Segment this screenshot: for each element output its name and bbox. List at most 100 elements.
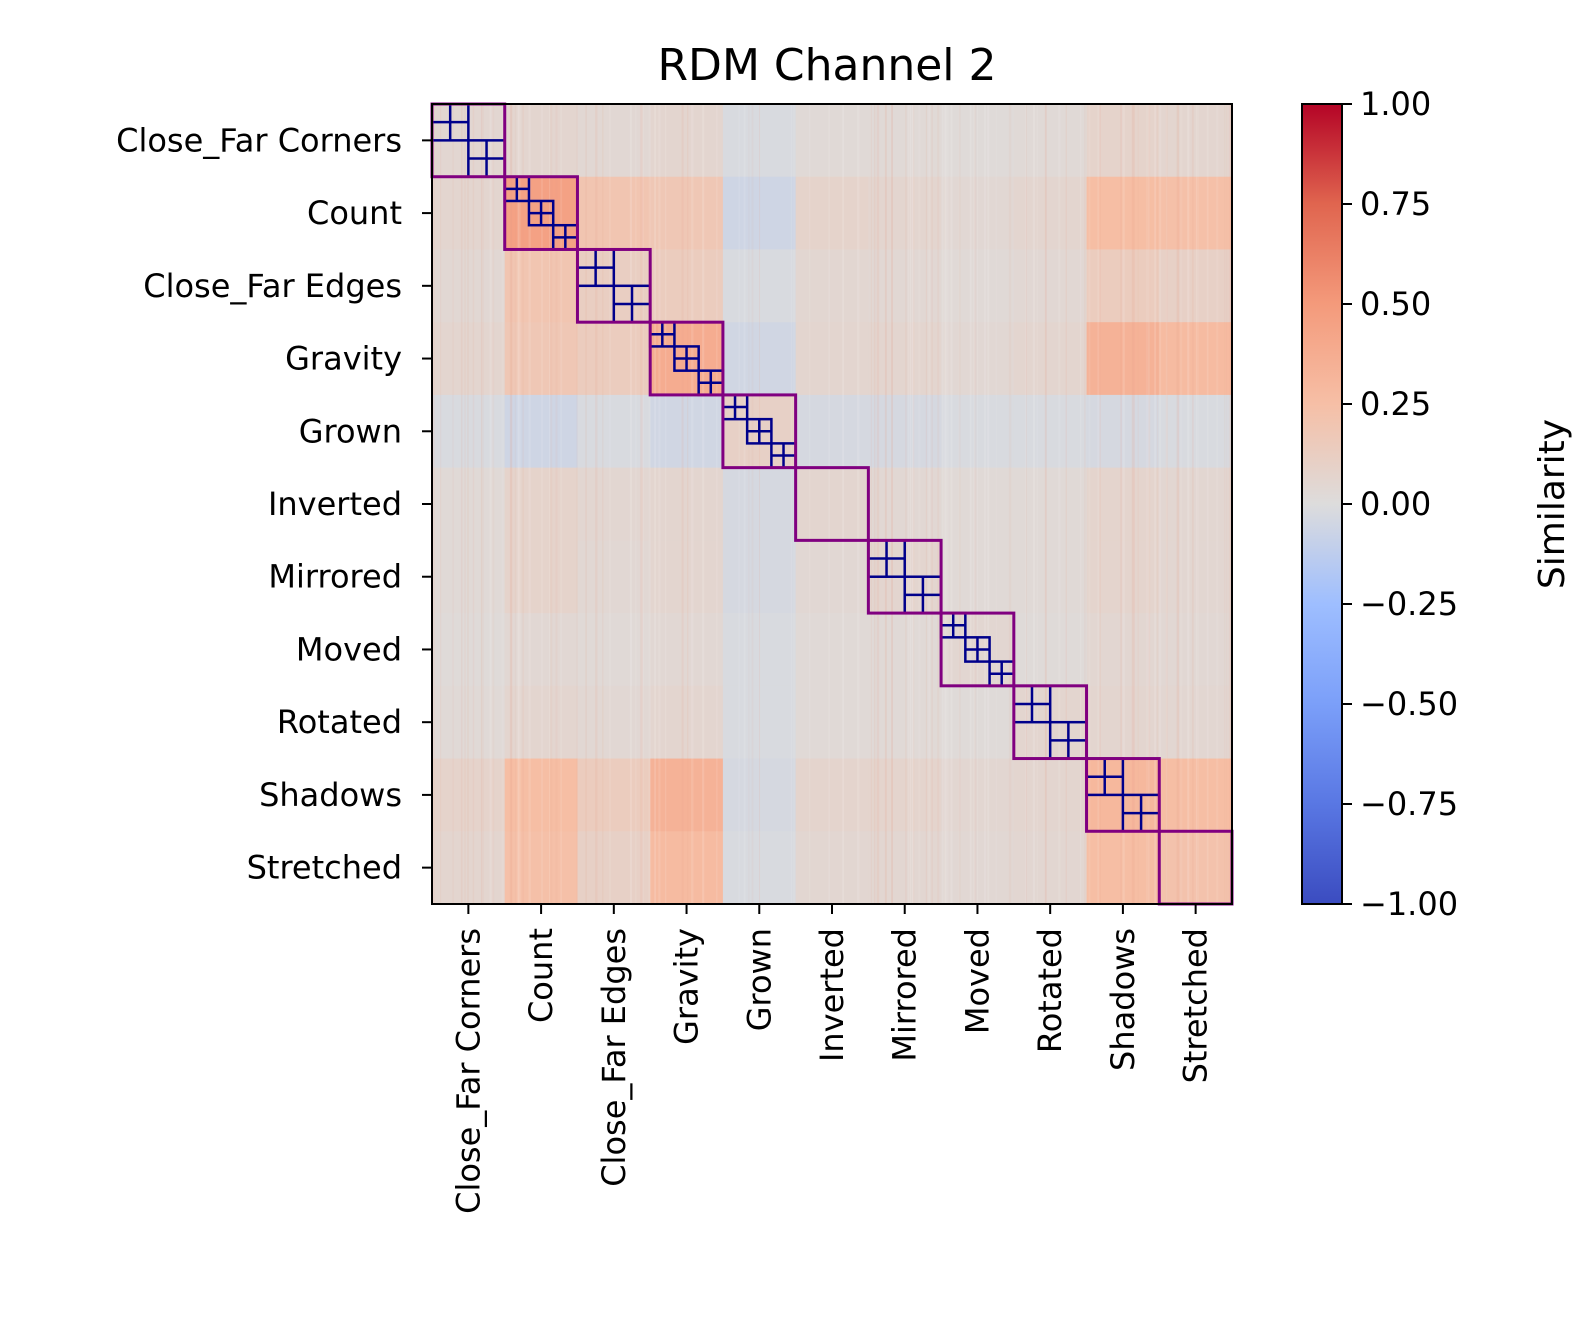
texture-streak [1044,104,1047,904]
heatmap-cell [504,540,578,614]
y-tick-label: Stretched [247,849,402,887]
group-outline [721,393,798,470]
texture-streak [912,104,915,904]
group-outline [1012,684,1089,761]
heatmap-cell [941,249,1015,323]
heatmap-cell [722,249,797,323]
heatmap-cell [1086,540,1160,614]
colorbar-tick-label: 0.00 [1360,485,1431,523]
heatmap-cell [941,831,1015,905]
texture-streak [480,104,482,904]
texture-streak [540,104,543,904]
texture-streak [738,104,740,904]
texture-streak [514,104,516,904]
texture-streak [1179,104,1183,904]
texture-streak [958,104,961,904]
heatmap-cell [941,322,1015,396]
texture-streak [1132,104,1135,904]
texture-streak [460,104,463,904]
heatmap-cell [795,322,869,396]
texture-streak [1032,104,1036,904]
x-tick-label: Close_Far Edges [595,928,633,1187]
heatmap-cell [1159,104,1233,178]
heatmap-cell [1086,685,1160,760]
heatmap-cell [1159,176,1233,250]
x-tick-label: Stretched [1177,928,1215,1083]
x-tick-label: Close_Far Corners [449,928,487,1214]
texture-streak [751,104,754,904]
heatmap-cell [650,685,724,760]
texture-streak [1177,104,1180,904]
texture-streak [1165,104,1168,904]
texture-streak [491,104,494,904]
texture-streak [654,104,657,904]
texture-streak [629,104,632,904]
texture-streak [576,104,578,904]
texture-streak [912,104,915,904]
x-tick-label: Mirrored [886,928,924,1062]
texture-streak [1206,104,1209,904]
colorbar-tick-label: −1.00 [1360,885,1458,923]
heatmap-cell [504,104,578,178]
heatmap-cell [1159,540,1233,614]
texture-streak [931,104,933,904]
heatmap-cell [941,394,1015,469]
texture-streak [1147,104,1150,904]
y-tick-label: Close_Far Edges [143,267,402,305]
heatmap-cell [1013,467,1088,541]
heatmap-cell [722,540,797,614]
heatmap-cell [504,249,578,323]
texture-streak [1024,104,1027,904]
texture-streak [528,104,531,904]
heatmap-cell [1013,394,1088,469]
texture-streak [828,104,830,904]
heatmap-cell [577,831,651,905]
texture-streak [950,104,953,904]
colorbar-ticks: 1.00 0.75 0.50 0.25 0.00 −0.25 −0.50 −0.75 −1.00 [1342,85,1458,923]
texture-streak [748,104,750,904]
texture-streak [873,104,876,904]
heatmap-cell [1159,467,1233,541]
texture-streak [481,104,484,904]
heatmap-cell [941,540,1015,614]
heatmap-cell [868,249,942,323]
texture-streak [635,104,637,904]
heatmap-cell [941,758,1015,832]
texture-streak [640,104,643,904]
texture-streak [439,104,442,904]
texture-streak [549,104,551,904]
heatmap-cell [722,322,797,396]
heatmap-cell [432,467,506,541]
texture-streak [1080,104,1082,904]
y-tick-label: Count [307,194,402,232]
group-outline [939,611,1016,688]
heatmap-cell [1013,249,1088,323]
texture-streak [585,104,587,904]
y-tick-label: Rotated [277,703,402,741]
heatmap-cell [504,831,578,905]
heatmap-cell [722,831,797,905]
heatmap-cell [577,613,651,687]
group-outline [866,538,943,615]
heatmap-cell [868,758,942,832]
heatmap-cell [432,831,506,905]
group-outline [503,175,579,251]
heatmap-cell [1159,322,1233,396]
texture-streak [1216,104,1219,904]
texture-streak [944,104,947,904]
heatmap-cell [1013,613,1088,687]
heatmap-cell [795,685,869,760]
texture-streak [793,104,795,904]
group-outline [794,466,870,542]
heatmap-cell [577,467,651,541]
heatmap-cell [1013,104,1088,178]
heatmap-cell [1159,394,1233,469]
texture-streak [995,104,997,904]
texture-streak [510,104,512,904]
heatmap-cell [1159,758,1233,832]
heatmap-cell [795,467,869,541]
texture-streak [1148,104,1151,904]
heatmap-cell [795,758,869,832]
heatmap-cell [504,685,578,760]
